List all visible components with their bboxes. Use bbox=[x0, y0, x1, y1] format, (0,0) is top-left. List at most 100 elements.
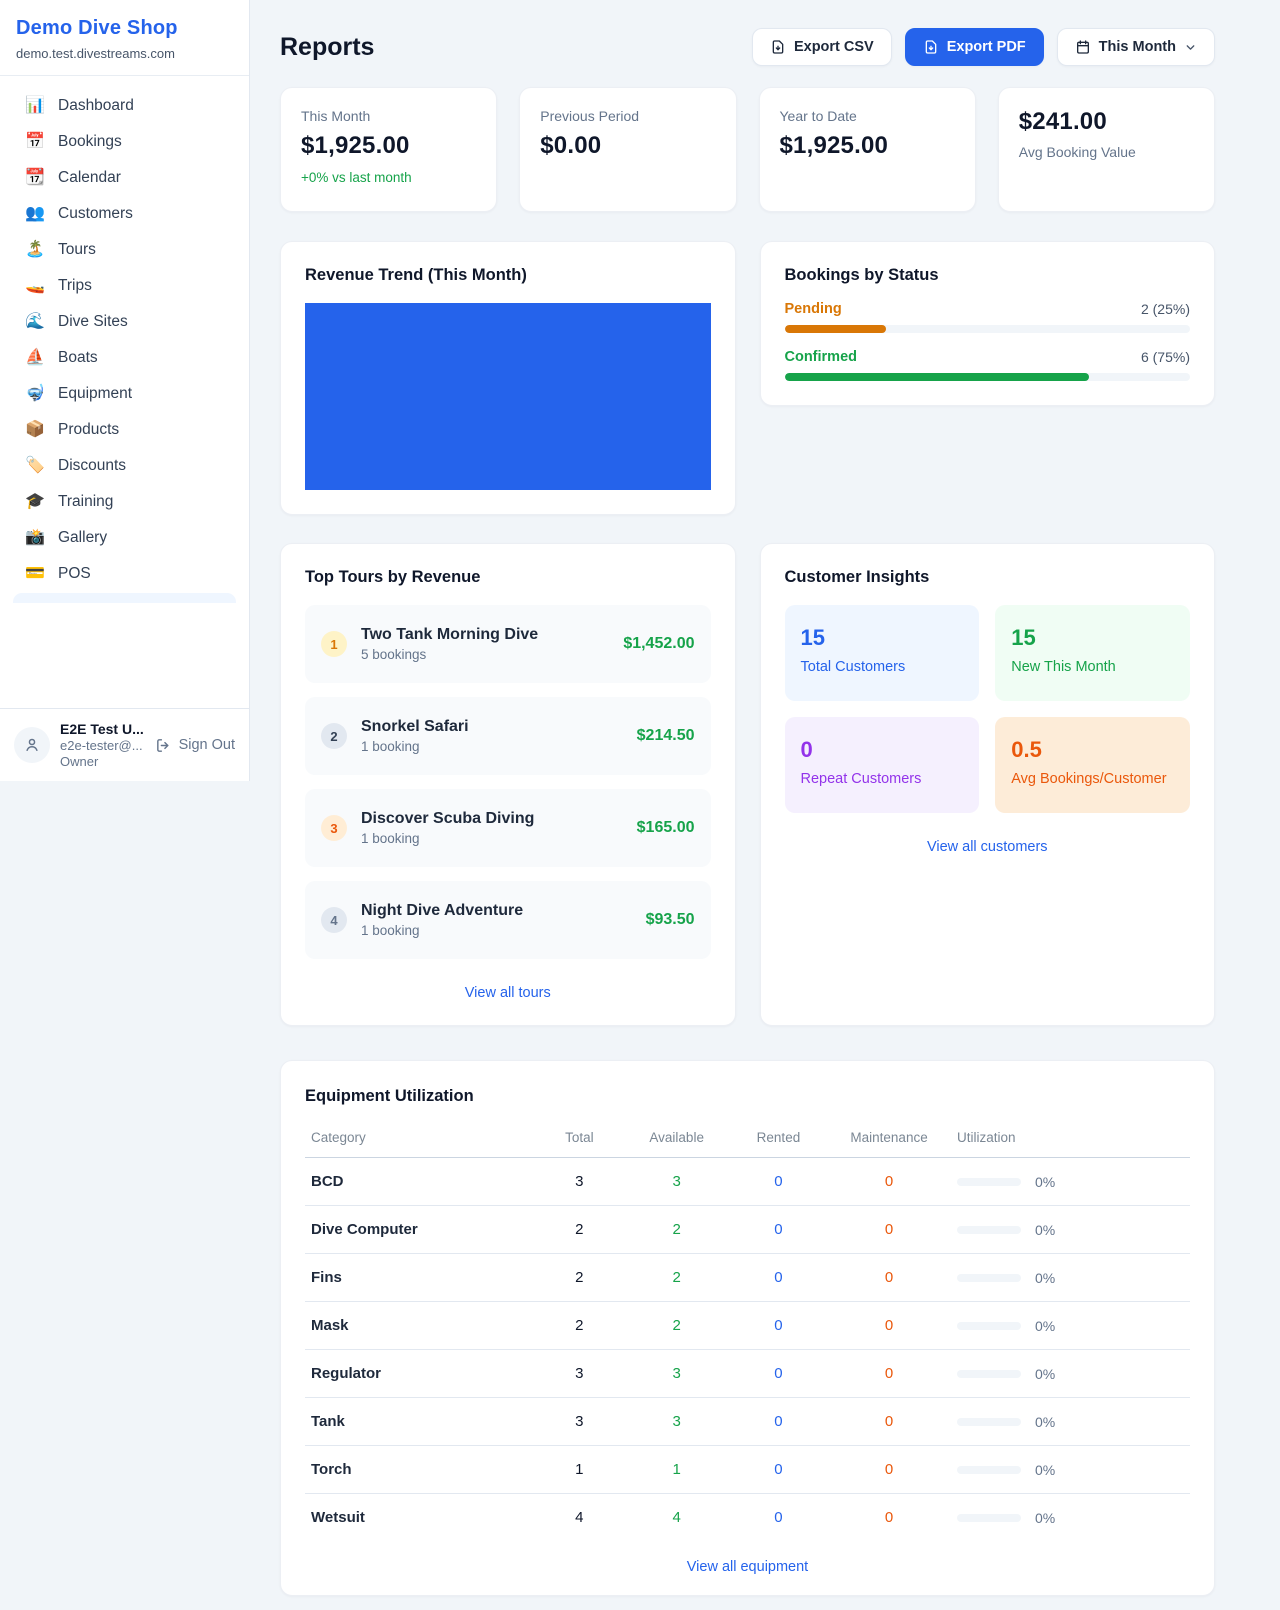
col-header-utilization: Utilization bbox=[951, 1122, 1190, 1158]
insight-label: Repeat Customers bbox=[800, 771, 922, 787]
file-download-icon bbox=[772, 40, 784, 54]
tour-bookings: 1 booking bbox=[361, 831, 420, 846]
tour-amount: $165.00 bbox=[636, 819, 695, 836]
period-label: This Month bbox=[1098, 39, 1176, 55]
tour-row[interactable]: 4 Night Dive Adventure 1 booking $93.50 bbox=[305, 881, 711, 959]
sign-out-label: Sign Out bbox=[178, 737, 235, 753]
tour-name: Snorkel Safari bbox=[361, 718, 469, 735]
sidebar-item-trips[interactable]: 🚤 Trips bbox=[12, 268, 237, 304]
sidebar-item-gallery[interactable]: 📸 Gallery bbox=[12, 520, 237, 556]
cell-available: 3 bbox=[623, 1349, 730, 1398]
file-download-icon bbox=[925, 40, 937, 54]
sidebar-item-dashboard[interactable]: 📊 Dashboard bbox=[12, 88, 237, 124]
utilization-percent: 0% bbox=[1035, 1461, 1056, 1478]
sidebar-item-label: Discounts bbox=[58, 457, 127, 474]
insight-value: 15 bbox=[800, 625, 825, 650]
island-icon: 🏝️ bbox=[25, 241, 45, 258]
cell-maintenance: 0 bbox=[827, 1349, 952, 1398]
sidebar-item-pos[interactable]: 💳 POS bbox=[12, 556, 237, 592]
page-header: Reports Export CSV Export PDF This Month bbox=[280, 28, 1215, 66]
cell-available: 2 bbox=[623, 1301, 730, 1350]
stat-label: Year to Date bbox=[779, 108, 857, 124]
cell-rented: 0 bbox=[729, 1253, 828, 1302]
revenue-trend-card: Revenue Trend (This Month) bbox=[280, 241, 736, 515]
col-header-total: Total bbox=[535, 1122, 624, 1158]
tour-row[interactable]: 1 Two Tank Morning Dive 5 bookings $1,45… bbox=[305, 605, 711, 683]
equipment-table: Category Total Available Rented Maintena… bbox=[305, 1122, 1190, 1541]
customer-insights-title: Customer Insights bbox=[784, 568, 930, 586]
view-all-equipment-link[interactable]: View all equipment bbox=[686, 1559, 809, 1575]
user-email: e2e-tester@... bbox=[60, 738, 143, 753]
table-row: Fins 2 2 0 0 0% bbox=[305, 1253, 1190, 1302]
cell-category: Mask bbox=[305, 1301, 536, 1350]
sidebar-item-products[interactable]: 📦 Products bbox=[12, 412, 237, 448]
insight-new-this-month: 15 New This Month bbox=[995, 605, 1190, 701]
export-csv-label: Export CSV bbox=[793, 39, 874, 55]
insight-repeat-customers: 0 Repeat Customers bbox=[784, 717, 980, 813]
period-dropdown[interactable]: This Month bbox=[1056, 28, 1215, 66]
cell-maintenance: 0 bbox=[884, 1509, 894, 1526]
tour-name: Two Tank Morning Dive bbox=[361, 626, 539, 643]
sidebar-item-customers[interactable]: 👥 Customers bbox=[12, 196, 237, 232]
cell-maintenance: 0 bbox=[827, 1253, 952, 1302]
sidebar-item-calendar[interactable]: 📆 Calendar bbox=[12, 160, 237, 196]
cell-category: Regulator bbox=[305, 1349, 536, 1398]
cell-available: 2 bbox=[623, 1253, 730, 1302]
col-header-available: Available bbox=[623, 1122, 730, 1158]
tour-row[interactable]: 3 Discover Scuba Diving 1 booking $165.0… bbox=[305, 789, 711, 867]
customer-insights-card: Customer Insights 15 Total Customers 15 … bbox=[759, 543, 1215, 1026]
bookings-by-status-title: Bookings by Status bbox=[784, 266, 939, 284]
wave-icon: 🌊 bbox=[25, 313, 45, 330]
tour-name: Night Dive Adventure bbox=[361, 902, 524, 919]
sidebar-item-label: Tours bbox=[58, 241, 96, 258]
cell-utilization: 0% bbox=[957, 1462, 1184, 1478]
shop-domain: demo.test.divestreams.com bbox=[16, 46, 175, 61]
cell-total: 3 bbox=[535, 1397, 624, 1446]
sidebar-item-label: Training bbox=[58, 493, 114, 510]
sidebar-item-tours[interactable]: 🏝️ Tours bbox=[12, 232, 237, 268]
sidebar-item-label: Products bbox=[58, 421, 120, 438]
view-all-customers-link[interactable]: View all customers bbox=[926, 839, 1048, 855]
users-icon: 👥 bbox=[25, 205, 45, 222]
status-count: 2 (25%) bbox=[1140, 301, 1190, 317]
table-row: Regulator 3 3 0 0 0% bbox=[305, 1349, 1190, 1398]
export-pdf-button[interactable]: Export PDF bbox=[904, 28, 1044, 66]
status-label: Pending bbox=[784, 301, 842, 317]
cell-total: 2 bbox=[535, 1205, 624, 1254]
view-all-tours-link[interactable]: View all tours bbox=[464, 985, 551, 1001]
tour-amount: $214.50 bbox=[636, 727, 695, 744]
shop-header: Demo Dive Shop demo.test.divestreams.com bbox=[0, 0, 249, 76]
sidebar-item-reports-partial[interactable] bbox=[13, 593, 236, 603]
export-pdf-label: Export PDF bbox=[946, 39, 1026, 55]
rank-badge: 1 bbox=[321, 631, 347, 657]
sidebar-item-discounts[interactable]: 🏷️ Discounts bbox=[12, 448, 237, 484]
stat-value: $1,925.00 bbox=[779, 132, 889, 159]
cell-category: Dive Computer bbox=[305, 1205, 536, 1254]
insight-value: 15 bbox=[1011, 625, 1036, 650]
graduation-cap-icon: 🎓 bbox=[25, 493, 45, 510]
cell-rented: 0 bbox=[729, 1445, 828, 1494]
cell-maintenance: 0 bbox=[827, 1445, 952, 1494]
sidebar-item-boats[interactable]: ⛵ Boats bbox=[12, 340, 237, 376]
tour-row[interactable]: 2 Snorkel Safari 1 booking $214.50 bbox=[305, 697, 711, 775]
sidebar-item-equipment[interactable]: 🤿 Equipment bbox=[12, 376, 237, 412]
equipment-utilization-card: Equipment Utilization Category Total Ava… bbox=[280, 1060, 1215, 1596]
sidebar-item-label: Calendar bbox=[58, 169, 121, 186]
tour-bookings: 5 bookings bbox=[361, 647, 427, 662]
sidebar-item-dive-sites[interactable]: 🌊 Dive Sites bbox=[12, 304, 237, 340]
camera-icon: 📸 bbox=[25, 529, 45, 546]
rank-badge: 4 bbox=[321, 907, 347, 933]
credit-card-icon: 💳 bbox=[25, 565, 45, 582]
export-csv-button[interactable]: Export CSV bbox=[751, 28, 892, 66]
sidebar-item-training[interactable]: 🎓 Training bbox=[12, 484, 237, 520]
user-role: Owner bbox=[60, 754, 99, 769]
stat-value: $0.00 bbox=[540, 132, 602, 159]
sign-out-button[interactable]: Sign Out bbox=[155, 737, 235, 754]
table-row: Wetsuit 4 4 0 0 0% bbox=[305, 1494, 1190, 1542]
insight-label: Avg Bookings/Customer bbox=[1011, 771, 1167, 787]
cell-total: 1 bbox=[535, 1445, 624, 1494]
sidebar-item-bookings[interactable]: 📅 Bookings bbox=[12, 124, 237, 160]
cell-rented: 0 bbox=[729, 1349, 828, 1398]
table-row: Dive Computer 2 2 0 0 0% bbox=[305, 1205, 1190, 1254]
stat-card-year-to-date: Year to Date $1,925.00 bbox=[758, 87, 976, 212]
